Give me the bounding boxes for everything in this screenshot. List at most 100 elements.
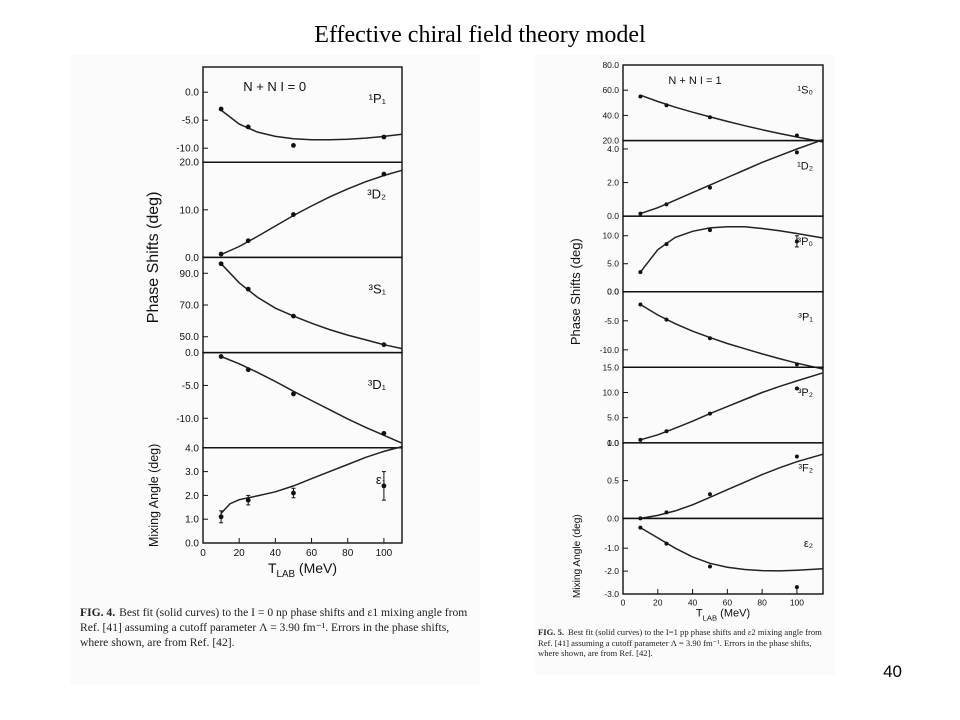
figure-4-caption-label: FIG. 4. bbox=[80, 606, 116, 619]
svg4-panel-2-data-point bbox=[291, 212, 296, 217]
figure-4-plot: -10.0 -5.0 0.0 ¹P₁ 20.0 10.0 0.0 ³D₂ 90.0 70.0 50.… bbox=[145, 66, 403, 580]
svg5-panel-1-ytick-label: 40.0 bbox=[602, 110, 619, 120]
svg5-panel-2-ytick-label: 4.0 bbox=[607, 144, 619, 154]
figure-4-caption: FIG. 4. Best fit (solid curves) to the I … bbox=[80, 605, 470, 650]
svg4-panel-3-data-point bbox=[218, 261, 224, 267]
svg5-panel-3-ytick-label: 5.0 bbox=[607, 259, 619, 269]
figure-5-caption-label: FIG. 5. bbox=[538, 627, 565, 637]
svg5-panel-1-data-point bbox=[794, 133, 799, 138]
svg5-panel-5-data-point bbox=[638, 437, 643, 442]
svg5-panel-3-wave-label: ³P₀ bbox=[797, 236, 813, 248]
svg4-panel-5-ytick-label: 2.0 bbox=[185, 491, 199, 502]
svg5-panel-6-fit-curve bbox=[640, 453, 824, 520]
svg5-panel-6-data-point bbox=[794, 454, 799, 459]
svg4-ylabel-mixing: Mixing Angle (deg) bbox=[147, 444, 161, 547]
svg5-panel-1-frame bbox=[622, 64, 824, 142]
svg5-panel-1-data-point bbox=[664, 103, 669, 108]
svg5-panel-7-data-point bbox=[638, 525, 643, 530]
svg5-panel-1-data-point bbox=[707, 115, 712, 120]
svg5-panel-4-data-point bbox=[664, 317, 669, 322]
svg4-panel-5-ytick-label: 3.0 bbox=[185, 467, 199, 478]
figure-5-caption: FIG. 5. Best fit (solid curves) to the I=… bbox=[538, 627, 832, 659]
svg5-panel-3-data-point bbox=[638, 270, 643, 275]
svg5-xlabel: TLAB (MeV) bbox=[696, 608, 750, 623]
svg5-panel-2-frame bbox=[622, 139, 824, 217]
svg5-panel-7-data-point bbox=[794, 585, 799, 590]
svg4-panel-3-data-point bbox=[381, 342, 387, 348]
svg5-panel-7-wave-label: ε₂ bbox=[804, 538, 813, 550]
svg4-panel-2-ytick-label: 10.0 bbox=[180, 205, 200, 216]
svg4-panel-3-ytick-label: 90.0 bbox=[180, 269, 200, 280]
svg4-ylabel-phase: Phase Shifts (deg) bbox=[145, 192, 162, 324]
svg4-panel-3-wave-label: ³S₁ bbox=[369, 282, 387, 297]
svg5-panel-4-ytick-label: -10.0 bbox=[600, 345, 620, 355]
svg4-panel-1-wave-label: ¹P₁ bbox=[369, 91, 387, 106]
svg5-panel-4-ytick-label: -5.0 bbox=[604, 316, 619, 326]
svg4-panel-5-wave-label: ε₁ bbox=[376, 472, 387, 487]
svg4-panel-2-wave-label: ³D₂ bbox=[367, 186, 386, 201]
svg4-panel-2-data-point bbox=[381, 171, 387, 177]
svg4-panel-5-frame bbox=[202, 447, 403, 544]
svg4-panel-3-data-point bbox=[291, 313, 296, 319]
svg4-panel-3-ytick-label: 50.0 bbox=[180, 332, 200, 343]
svg5-panel-1-ytick-label: 20.0 bbox=[602, 136, 619, 146]
svg5-panel-3-fit-curve bbox=[639, 226, 824, 273]
svg4-panel-4-ytick-label: 0.0 bbox=[185, 348, 199, 359]
svg4-xtick-label: 20 bbox=[234, 548, 246, 559]
svg4-panel-1-ytick-label: -10.0 bbox=[176, 144, 199, 155]
svg4-panel-1-fit-curve bbox=[220, 109, 403, 141]
svg5-panel-4-fit-curve bbox=[640, 303, 824, 370]
svg4-panel-3-frame bbox=[202, 256, 403, 354]
svg5-panel-5-ytick-label: 10.0 bbox=[602, 387, 619, 397]
svg5-panel-1-wave-label: ¹S₀ bbox=[797, 85, 813, 97]
svg5-xtick-label: 100 bbox=[790, 598, 804, 608]
svg5-header: N + N I = 1 bbox=[668, 75, 721, 87]
svg5-panel-2-fit-curve bbox=[640, 138, 824, 215]
svg5-panel-7-ytick-label: -2.0 bbox=[604, 566, 619, 576]
svg4-panel-4-fit-curve bbox=[220, 355, 403, 444]
svg4-panel-3-data-point bbox=[245, 286, 251, 292]
svg4-panel-2-ytick-label: 0.0 bbox=[185, 253, 199, 264]
svg5-panel-4-wave-label: ³P₁ bbox=[798, 311, 813, 323]
svg5-ylabel-mixing: Mixing Angle (deg) bbox=[572, 514, 583, 598]
svg5-panel-2-data-point bbox=[794, 150, 799, 155]
svg4-panel-2-data-point bbox=[245, 238, 251, 244]
svg5-panel-4-data-point bbox=[707, 336, 712, 341]
svg4-panel-4-data-point bbox=[218, 354, 224, 359]
svg4-panel-2-frame bbox=[202, 161, 403, 259]
svg4-panel-1-data-point bbox=[218, 106, 224, 112]
svg4-xtick-label: 40 bbox=[270, 548, 282, 559]
svg4-panel-4-data-point bbox=[381, 430, 387, 436]
slide-title: Effective chiral field theory model bbox=[314, 22, 646, 48]
svg5-panel-5-data-point bbox=[664, 429, 669, 434]
svg4-panel-2-fit-curve bbox=[220, 169, 403, 256]
svg5-panel-7-data-point bbox=[664, 541, 669, 546]
svg5-panel-5-wave-label: ³P₂ bbox=[798, 387, 813, 399]
svg5-panel-6-data-point bbox=[707, 492, 712, 497]
svg4-panel-1-data-point bbox=[381, 134, 387, 140]
svg4-panel-4-data-point bbox=[245, 367, 251, 373]
svg4-xtick-label: 0 bbox=[200, 548, 206, 559]
svg5-panel-3-ytick-label: 0.0 bbox=[607, 287, 619, 297]
svg5-panel-7-data-point bbox=[707, 564, 712, 569]
svg4-panel-4-frame bbox=[202, 351, 403, 449]
svg4-panel-3-ytick-label: 70.0 bbox=[180, 301, 200, 312]
svg5-ylabel-phase: Phase Shifts (deg) bbox=[568, 238, 583, 345]
svg5-panel-4-data-point bbox=[794, 362, 799, 367]
svg5-panel-6-ytick-label: 1.0 bbox=[607, 438, 619, 448]
svg5-panel-7-ytick-label: -3.0 bbox=[604, 589, 619, 599]
svg5-panel-6-data-point bbox=[664, 510, 669, 515]
svg4-xtick-label: 80 bbox=[342, 548, 354, 559]
svg5-panel-1-fit-curve bbox=[640, 94, 824, 143]
svg4-panel-5-ytick-label: 1.0 bbox=[185, 515, 199, 526]
svg5-panel-6-frame bbox=[622, 442, 824, 520]
svg5-panel-6-wave-label: ³F₂ bbox=[798, 463, 813, 475]
svg5-panel-4-data-point bbox=[638, 302, 643, 307]
svg4-panel-1-data-point bbox=[245, 124, 251, 130]
svg5-panel-5-ytick-label: 5.0 bbox=[607, 413, 619, 423]
svg4-panel-2-data-point bbox=[218, 251, 224, 257]
svg5-panel-5-ytick-label: 0.0 bbox=[607, 438, 619, 448]
svg4-panel-2-ytick-label: 20.0 bbox=[180, 158, 200, 169]
svg5-panel-2-ytick-label: 2.0 bbox=[607, 178, 619, 188]
svg5-xtick-label: 20 bbox=[653, 598, 663, 608]
